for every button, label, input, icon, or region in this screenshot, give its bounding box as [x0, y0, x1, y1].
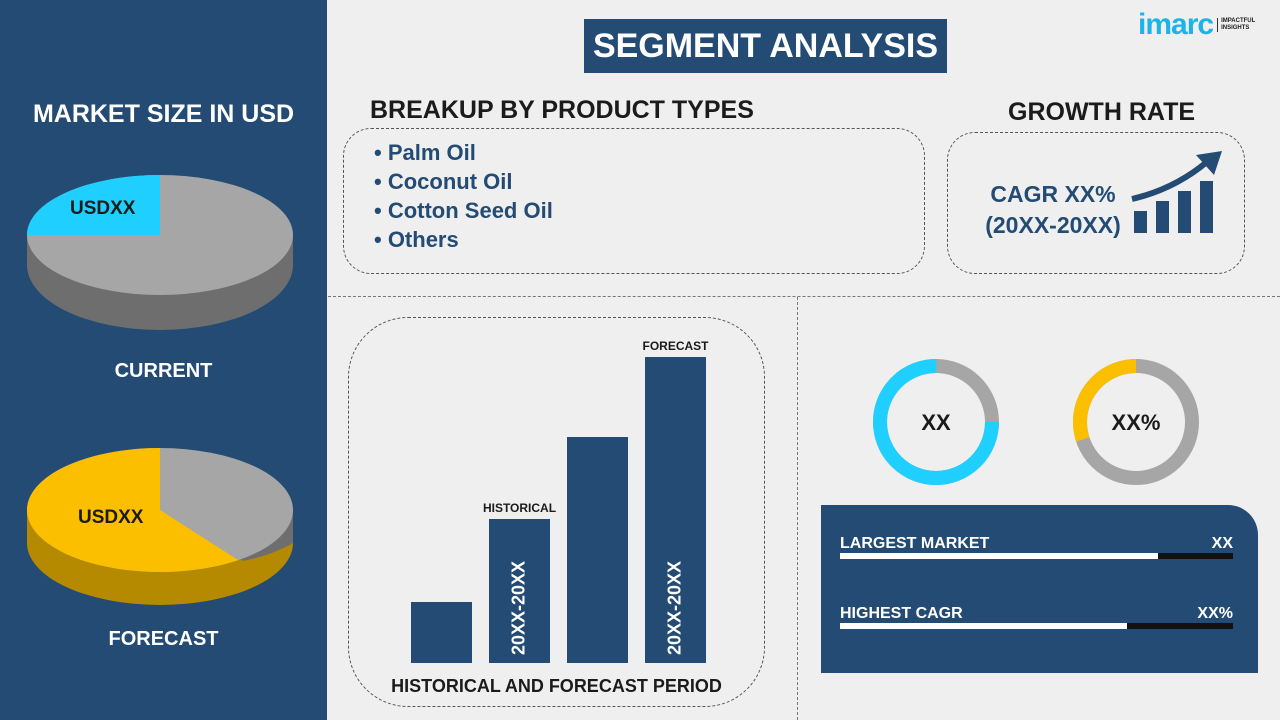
bar [567, 436, 628, 663]
market-size-panel: MARKET SIZE IN USD USDXX CURRENT USDXX F… [0, 0, 327, 720]
bar [645, 357, 706, 663]
donut-charts: XX XX% [873, 359, 1199, 485]
donut-fill [873, 359, 999, 485]
bar-chart-box [348, 317, 765, 707]
cagr-value: CAGR XX% [990, 181, 1116, 207]
bar-chart-caption: HISTORICAL AND FORECAST PERIOD [391, 676, 722, 696]
bar-label: FORECAST [642, 339, 709, 353]
donut-label: XX% [1112, 410, 1161, 435]
donut-fill [1073, 359, 1199, 485]
market-size-title: MARKET SIZE IN USD [32, 100, 295, 128]
stats-panel: LARGEST MARKET XX HIGHEST CAGR XX% [821, 505, 1258, 673]
breakup-title: BREAKUP BY PRODUCT TYPES [370, 96, 754, 124]
forecast-pie-slice [26, 448, 239, 572]
growth-chart-icon [1131, 151, 1222, 233]
divider [328, 296, 1280, 297]
stat-label: LARGEST MARKET [840, 535, 990, 552]
product-type-item: • Cotton Seed Oil [374, 198, 553, 223]
stat-label: HIGHEST CAGR [840, 605, 963, 622]
forecast-pie [26, 448, 293, 605]
breakup-box: • Palm Oil • Coconut Oil • Cotton Seed Oil… [343, 128, 925, 274]
period-label: 20XX-20XX [664, 560, 685, 656]
divider [797, 297, 798, 720]
current-label: CURRENT [114, 360, 213, 382]
forecast-label: FORECAST [108, 628, 219, 650]
product-type-item: • Coconut Oil [374, 169, 513, 194]
current-pie [27, 175, 293, 330]
stat-value: XX% [1197, 605, 1233, 622]
current-value: USDXX [70, 198, 136, 219]
stat-bar [840, 623, 1233, 629]
stat-row: LARGEST MARKET XX [840, 527, 1233, 559]
product-type-item: • Others [374, 227, 459, 252]
product-type-item: • Palm Oil [374, 140, 476, 165]
page-title: SEGMENT ANALYSIS [584, 19, 947, 73]
donut-label: XX [921, 410, 951, 435]
imarc-logo: imarc IMPACTFUL INSIGHTS [1138, 8, 1259, 42]
stat-bar-fill [840, 623, 1127, 629]
growth-box: CAGR XX% (20XX-20XX) [947, 132, 1245, 274]
stat-bar-fill [840, 553, 1159, 559]
cagr-period: (20XX-20XX) [985, 212, 1121, 238]
forecast-value: USDXX [78, 507, 144, 528]
period-label: 20XX-20XX [508, 560, 529, 656]
growth-title: GROWTH RATE [1008, 98, 1196, 126]
stat-value: XX [1211, 535, 1233, 552]
bar [411, 601, 472, 663]
bar [489, 519, 550, 663]
current-pie-slice [27, 175, 160, 235]
bar-label: HISTORICAL [482, 501, 557, 516]
bar-chart: HISTORICAL 20XX-20XX FORECAST 20XX-20XX [348, 317, 765, 707]
stat-row: HIGHEST CAGR XX% [840, 597, 1233, 629]
stat-bar [840, 553, 1233, 559]
